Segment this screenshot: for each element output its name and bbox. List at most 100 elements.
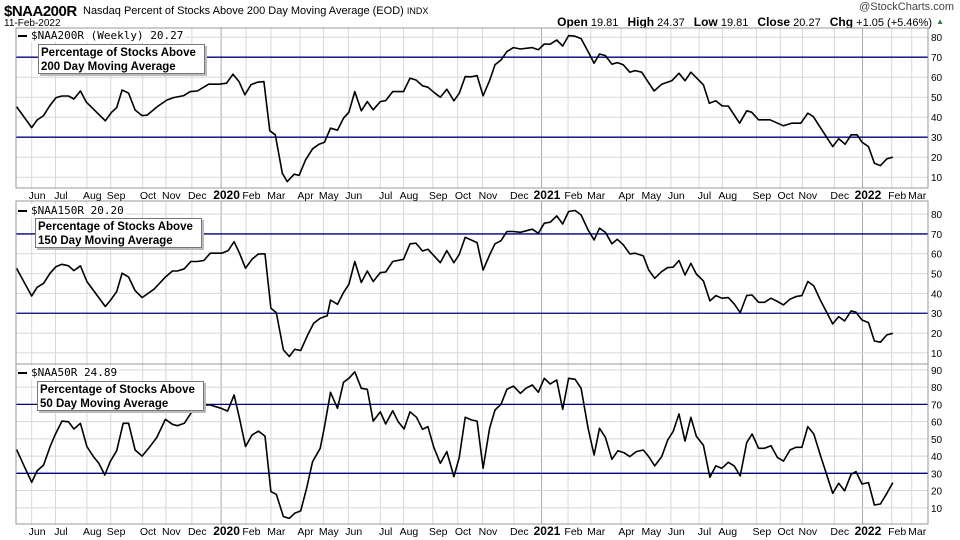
y-tick-label: 20 [931,329,943,340]
y-tick-label: 30 [931,133,943,144]
x-tick-label: Oct [140,526,156,538]
x-tick-label: Nov [479,526,498,538]
y-tick-label: 80 [931,33,943,44]
annotation-naa150r[interactable]: Percentage of Stocks Above 150 Day Moving… [35,218,202,248]
x-tick-label: Sep [429,526,448,538]
x-tick-label: Aug [83,190,102,202]
panel-title: $NAA50R 24.89 [31,366,118,379]
exchange: INDX [406,6,429,16]
x-tick-label: Sep [107,526,126,538]
x-tick-label: Jul [698,526,711,538]
y-tick-label: 30 [931,309,943,320]
x-tick-label: May [319,190,340,202]
x-tick-label: Jul [379,190,392,202]
x-tick-label: Nov [162,526,181,538]
x-tick-label: Feb [242,190,260,202]
x-tick-label: Feb [888,190,906,202]
x-tick-label: Sep [752,526,771,538]
symbol: $NAA200R [4,3,77,20]
close-value: 20.27 [793,17,821,29]
x-tick-label: Mar [908,190,927,202]
x-tick-label: Aug [400,526,419,538]
x-tick-label: Jun [29,190,46,202]
x-tick-label: Feb [888,526,906,538]
low-value: 19.81 [720,17,749,29]
high-label: High [627,15,655,29]
x-tick-label: Jul [698,190,711,202]
x-tick-label: 2020 [213,188,240,202]
series-swatch-icon [18,210,27,212]
stockcharts-watermark[interactable]: @StockCharts.com [859,1,954,13]
up-arrow-icon: ▲ [936,17,944,26]
x-tick-label: Nov [162,190,181,202]
x-tick-label: Jun [668,526,685,538]
annotation-line: Percentage of Stocks Above [40,384,195,396]
x-tick-label: Aug [718,526,737,538]
chart-date: 11-Feb-2022 [4,18,61,29]
x-tick-label: Dec [510,526,529,538]
x-tick-label: Nov [798,526,817,538]
y-tick-label: 10 [931,173,943,184]
y-tick-label: 60 [931,73,943,84]
x-tick-label: Oct [140,190,156,202]
panel-title: $NAA150R 20.20 [31,204,124,217]
x-tick-label: Sep [107,190,126,202]
x-tick-label: Nov [798,190,817,202]
y-tick-label: 20 [931,153,943,164]
x-tick-label: Nov [479,190,498,202]
y-tick-label: 80 [931,383,943,394]
x-tick-label: Jun [29,526,46,538]
x-tick-label: Dec [188,526,207,538]
x-tick-label: Oct [777,190,793,202]
open-label: Open [557,15,588,29]
x-tick-label: Feb [564,526,582,538]
annotation-line: 50 Day Moving Average [40,398,169,410]
x-tick-label: Dec [510,190,529,202]
x-tick-label: 2021 [534,188,561,202]
y-tick-label: 40 [931,113,943,124]
series-swatch-icon [18,35,27,37]
annotation-line: Percentage of Stocks Above [38,221,193,233]
annotation-line: 150 Day Moving Average [38,235,173,247]
x-tick-label: Dec [188,190,207,202]
y-tick-label: 50 [931,93,943,104]
x-tick-label: Sep [752,190,771,202]
y-tick-label: 80 [931,210,943,221]
x-tick-label: Oct [455,190,471,202]
annotation-naa50r[interactable]: Percentage of Stocks Above 50 Day Moving … [37,381,204,411]
x-tick-label: Apr [618,190,635,202]
series-line [15,34,894,183]
low-label: Low [693,15,718,29]
annotation-line: Percentage of Stocks Above [41,47,196,59]
x-tick-label: Oct [455,526,471,538]
y-tick-label: 10 [931,349,943,360]
x-tick-label: May [642,190,663,202]
series-swatch-icon [18,372,27,374]
x-tick-label: Aug [718,190,737,202]
annotation-naa200r[interactable]: Percentage of Stocks Above 200 Day Moving… [38,44,205,74]
panel-label-naa200r: $NAA200R (Weekly) 20.27 [18,29,186,42]
x-tick-label: Dec [830,190,849,202]
x-tick-label: Mar [587,190,606,202]
panel-label-naa150r: $NAA150R 20.20 [18,204,126,217]
high-value: 24.37 [657,17,685,29]
x-tick-label: Jun [345,190,362,202]
y-tick-label: 30 [931,469,943,480]
x-tick-label: Aug [83,526,102,538]
chg-value: +1.05 (+5.46%) [856,17,932,29]
x-tick-label: Apr [297,526,314,538]
y-tick-label: 60 [931,250,943,261]
x-tick-label: May [642,526,663,538]
x-tick-label: 2021 [534,524,561,538]
series-line [15,209,894,358]
series-line [15,371,894,520]
x-tick-label: 2022 [855,188,882,202]
y-tick-label: 90 [931,366,943,377]
y-tick-label: 70 [931,53,943,64]
x-tick-label: Mar [267,190,286,202]
annotation-line: 200 Day Moving Average [41,61,176,73]
chart-title: Nasdaq Percent of Stocks Above 200 Day M… [83,5,428,17]
panel-title: $NAA200R (Weekly) 20.27 [31,29,184,42]
x-tick-label: Jun [668,190,685,202]
